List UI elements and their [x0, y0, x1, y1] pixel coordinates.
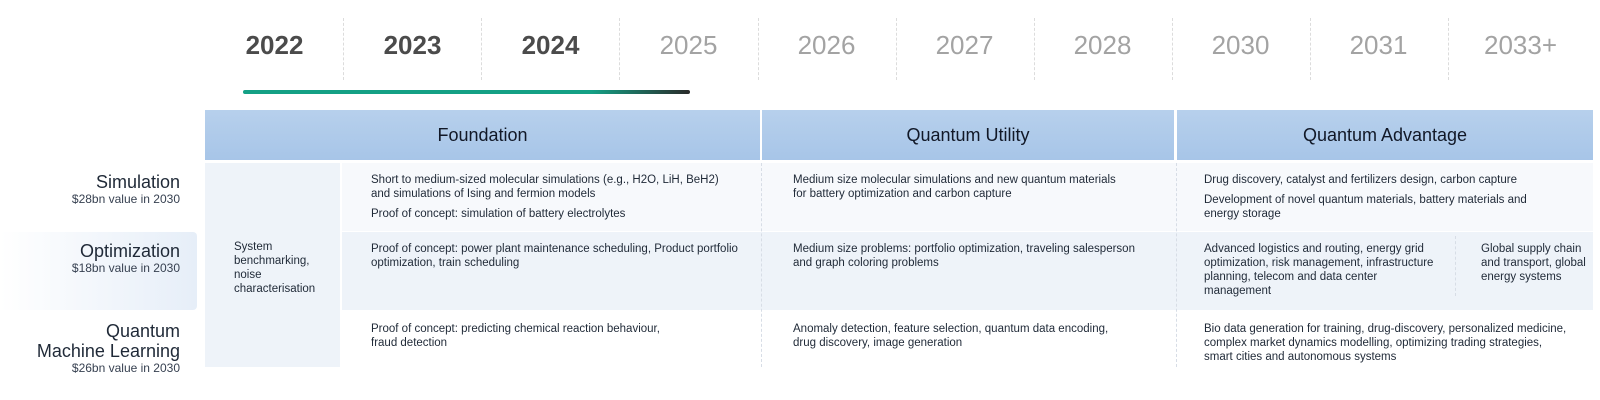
year-label: 2023 — [383, 30, 442, 60]
text-line: noise — [234, 269, 262, 281]
text-line: Global supply chain — [1481, 243, 1582, 255]
text-line: Medium size molecular simulations and ne… — [793, 174, 1116, 186]
year-divider — [1172, 18, 1173, 80]
row-title: Optimization — [79, 241, 180, 261]
text-line: System — [234, 241, 273, 253]
row-label-optimization: Optimization $18bn value in 2030 — [72, 241, 180, 275]
year-label: 2028 — [1073, 30, 1132, 60]
text-line: Proof of concept: simulation of battery … — [371, 208, 626, 220]
year-divider — [619, 18, 620, 80]
text-line: energy systems — [1481, 271, 1562, 283]
cell-optimization-advantage-global: Global supply chain and transport, globa… — [1481, 242, 1593, 284]
year-label: 2025 — [659, 30, 718, 60]
row-title: Simulation — [95, 172, 180, 192]
year-label: 2024 — [521, 30, 580, 60]
text-line: Anomaly detection, feature selection, qu… — [793, 323, 1109, 335]
cell-qml-advantage: Bio data generation for training, drug-d… — [1204, 322, 1596, 364]
year-label: 2030 — [1211, 30, 1270, 60]
system-benchmarking-text: System benchmarking, noise characterisat… — [234, 240, 334, 296]
cell-optimization-foundation: Proof of concept: power plant maintenanc… — [371, 242, 756, 270]
year-divider — [896, 18, 897, 80]
year-label: 2027 — [935, 30, 994, 60]
timeline-progress-bar — [243, 90, 690, 94]
year-divider — [1310, 18, 1311, 80]
text-line: Short to medium-sized molecular simulati… — [371, 174, 719, 186]
text-line: smart cities and autonomous systems — [1204, 351, 1397, 363]
year-label: 2026 — [797, 30, 856, 60]
year-divider — [343, 18, 344, 80]
year-label: 2022 — [245, 30, 304, 60]
text-line: energy storage — [1204, 208, 1281, 220]
text-line: fraud detection — [371, 337, 448, 349]
text-line: drug discovery, image generation — [793, 337, 963, 349]
text-line: characterisation — [234, 283, 316, 295]
simulation-row-bg — [342, 163, 1593, 231]
text-line: Bio data generation for training, drug-d… — [1204, 323, 1567, 335]
text-line: benchmarking, — [234, 255, 310, 267]
text-line: planning, telecom and data center — [1204, 271, 1378, 283]
row-title: Quantum — [105, 321, 180, 341]
row-value: $26bn value in 2030 — [71, 361, 180, 375]
text-line: and simulations of Ising and fermion mod… — [371, 188, 596, 200]
cell-optimization-utility: Medium size problems: portfolio optimiza… — [793, 242, 1168, 270]
text-line: management — [1204, 285, 1272, 297]
text-line: Proof of concept: predicting chemical re… — [371, 323, 660, 335]
cell-optimization-advantage: Advanced logistics and routing, energy g… — [1204, 242, 1452, 298]
row-label-quantum-machine-learning: Quantum Machine Learning $26bn value in … — [37, 321, 180, 375]
text-line: Drug discovery, catalyst and fertilizers… — [1204, 174, 1517, 186]
text-line: Development of novel quantum materials, … — [1204, 194, 1527, 206]
year-divider — [1448, 18, 1449, 80]
cell-qml-foundation: Proof of concept: predicting chemical re… — [371, 322, 756, 350]
year-divider — [758, 18, 759, 80]
row-label-simulation: Simulation $28bn value in 2030 — [72, 172, 180, 206]
year-label: 2031 — [1349, 30, 1408, 60]
text-line: for battery optimization and carbon capt… — [793, 188, 1012, 200]
text-line: complex market dynamics modelling, optim… — [1204, 337, 1543, 349]
cell-simulation-advantage: Drug discovery, catalyst and fertilizers… — [1204, 173, 1589, 221]
text-line: Medium size problems: portfolio optimiza… — [793, 243, 1135, 255]
text-line: optimization, risk management, infrastru… — [1204, 257, 1434, 269]
phase-foundation: Foundation — [205, 110, 760, 160]
text-line: and graph coloring problems — [793, 257, 939, 269]
column-divider — [1455, 236, 1456, 296]
text-line: Proof of concept: power plant maintenanc… — [371, 243, 738, 255]
column-divider — [1176, 163, 1177, 367]
row-value: $28bn value in 2030 — [71, 192, 180, 206]
optimization-label-highlight — [0, 232, 197, 310]
cell-simulation-utility: Medium size molecular simulations and ne… — [793, 173, 1163, 201]
phase-quantum-utility: Quantum Utility — [762, 110, 1174, 160]
year-divider — [1034, 18, 1035, 80]
system-benchmarking-box — [205, 163, 340, 367]
optimization-row-bg — [342, 232, 1593, 310]
year-label: 2033+ — [1483, 30, 1558, 60]
cell-qml-utility: Anomaly detection, feature selection, qu… — [793, 322, 1168, 350]
row-title: Machine Learning — [36, 341, 180, 361]
phase-quantum-advantage: Quantum Advantage — [1177, 110, 1593, 160]
text-line: optimization, train scheduling — [371, 257, 520, 269]
cell-simulation-foundation: Short to medium-sized molecular simulati… — [371, 173, 756, 221]
text-line: and transport, global — [1481, 257, 1586, 269]
column-divider — [761, 163, 762, 367]
row-value: $18bn value in 2030 — [71, 261, 180, 275]
text-line: Advanced logistics and routing, energy g… — [1204, 243, 1424, 255]
year-divider — [481, 18, 482, 80]
